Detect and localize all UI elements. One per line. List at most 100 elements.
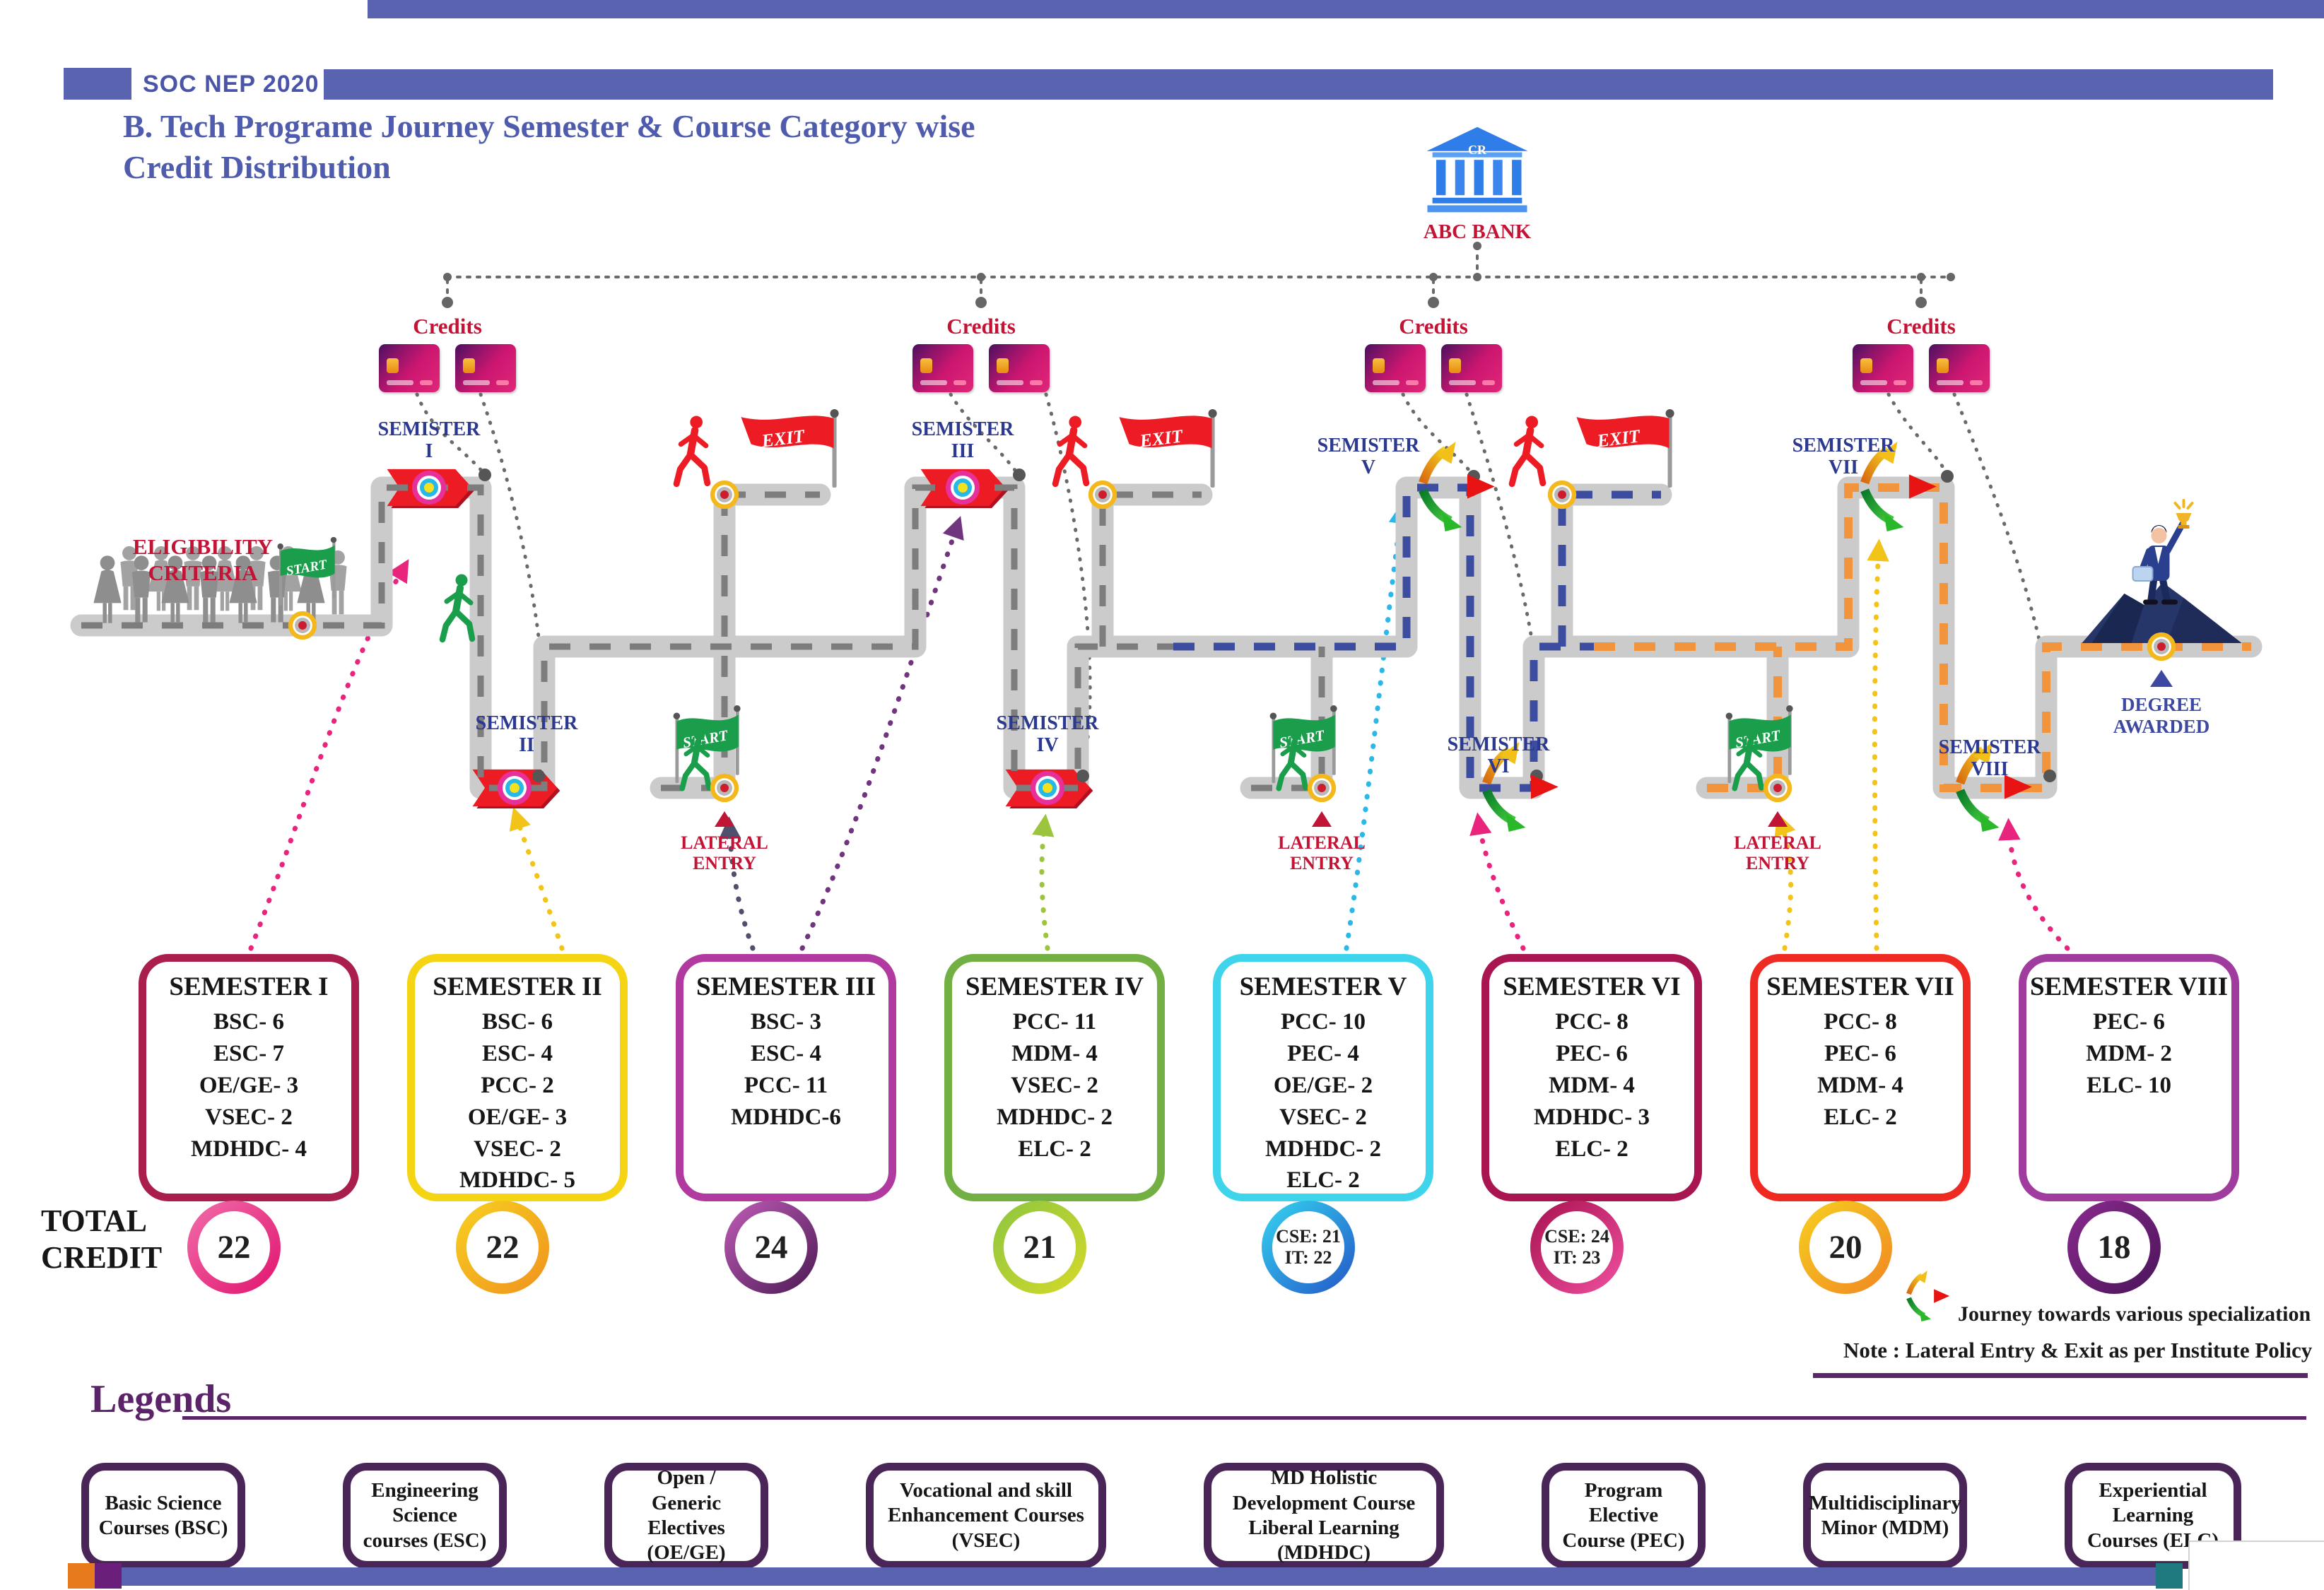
lateral-entry-2: START	[1269, 705, 1337, 827]
list-item: PCC- 11	[744, 1072, 828, 1098]
list-item: ELC- 2	[1555, 1136, 1628, 1162]
card-chip-icon	[1860, 358, 1872, 373]
list-item: MDM- 2	[2086, 1040, 2172, 1066]
card-chip-icon	[1937, 358, 1949, 373]
list-item: IT: 23	[1553, 1247, 1601, 1268]
list-item: PEC- 6	[2093, 1009, 2165, 1035]
list-item: ESC- 7	[213, 1040, 284, 1066]
total-circle-sem4: 21	[993, 1201, 1086, 1294]
total-circle-sem1: 22	[187, 1201, 281, 1294]
road-label-sem8: SEMISTER VIII	[1938, 736, 2041, 781]
list-item: VSEC- 2	[1279, 1104, 1367, 1130]
legend-oege: Open / Generic Electives (OE/GE)	[604, 1463, 768, 1569]
lateral-entry-label-3: LATERAL ENTRY	[1734, 832, 1821, 874]
total-circle-sem2: 22	[456, 1201, 549, 1294]
road-label-sem4: SEMISTER IV	[996, 712, 1099, 757]
lateral-entry-3: START	[1725, 705, 1793, 827]
semester-box-items: BSC- 6 ESC- 7 OE/GE- 3 VSEC- 2 MDHDC- 4	[146, 1006, 351, 1165]
list-item: MDHDC- 2	[1264, 1136, 1382, 1162]
note-divider	[1813, 1373, 2308, 1378]
list-item: BSC- 3	[751, 1009, 821, 1035]
credits-label-2: Credits	[946, 314, 1016, 338]
sem4-marker	[1031, 771, 1064, 805]
footer-square-teal	[2156, 1563, 2183, 1589]
credits-bus-dots	[442, 242, 1955, 308]
list-item: PEC- 4	[1287, 1040, 1359, 1066]
total-circle-sem7: 20	[1799, 1201, 1892, 1294]
semester-box-6: SEMESTER VI PCC- 8 PEC- 6 MDM- 4 MDHDC- 3 EL…	[1481, 954, 1702, 1201]
list-item: 22	[217, 1229, 251, 1266]
list-item: CSE: 21	[1276, 1226, 1341, 1247]
degree-mountain-icon	[2082, 500, 2242, 643]
list-item: PCC- 8	[1555, 1009, 1628, 1035]
road-label-sem5: SEMISTER V	[1317, 435, 1420, 479]
guide-arrows	[248, 501, 2070, 951]
semester-box-8: SEMESTER VIII PEC- 6 MDM- 2 ELC- 10	[2019, 954, 2239, 1201]
road-label-sem7: SEMISTER VII	[1792, 435, 1895, 479]
degree-pointer	[2150, 670, 2173, 687]
semester-box-5: SEMESTER V PCC- 10 PEC- 4 OE/GE- 2 VSEC- 2 M…	[1213, 954, 1433, 1201]
list-item: PCC- 11	[1012, 1009, 1097, 1035]
credits-label-4: Credits	[1886, 314, 1956, 338]
credit-card	[455, 344, 516, 392]
exit-point-1: EXIT	[676, 408, 839, 488]
list-item: 24	[754, 1229, 788, 1266]
credit-card	[1929, 344, 1990, 392]
semester-box-4: SEMESTER IV PCC- 11 MDM- 4 VSEC- 2 MDHDC- 2…	[944, 954, 1165, 1201]
total-circle-sem6: CSE: 24 IT: 23	[1530, 1201, 1624, 1294]
credit-card	[989, 344, 1050, 392]
semester-box-7: SEMESTER VII PCC- 8 PEC- 6 MDM- 4 ELC- 2	[1750, 954, 1971, 1201]
semester-box-items: BSC- 3 ESC- 4 PCC- 11 MDHDC-6	[683, 1006, 888, 1133]
semester-box-title: SEMESTER I	[169, 972, 329, 1001]
total-circle-sem8: 18	[2067, 1201, 2161, 1294]
degree-marker	[2147, 632, 2176, 661]
list-item: VSEC- 2	[205, 1104, 293, 1130]
list-item: PEC- 6	[1556, 1040, 1628, 1066]
credit-card	[1853, 344, 1913, 392]
header-bar	[324, 69, 2273, 100]
exit-flag-label: EXIT	[1138, 425, 1185, 451]
credit-card	[1365, 344, 1426, 392]
exit1-marker	[710, 480, 739, 510]
semester-box-2: SEMESTER II BSC- 6 ESC- 4 PCC- 2 OE/GE- 3 VS…	[407, 954, 628, 1201]
list-item: ELC- 2	[1286, 1167, 1360, 1194]
badge: SOC NEP 2020	[143, 71, 319, 98]
list-item: IT: 22	[1284, 1247, 1332, 1268]
semester-box-title: SEMESTER VI	[1503, 972, 1681, 1001]
list-item: PCC- 2	[481, 1072, 554, 1098]
bank-roof-label: CR	[1468, 143, 1487, 157]
corner-box	[2188, 1541, 2324, 1590]
legend-esc: Engineering Science courses (ESC)	[343, 1463, 507, 1569]
semester-box-items: BSC- 6 ESC- 4 PCC- 2 OE/GE- 3 VSEC- 2 MDHDC- …	[415, 1006, 620, 1196]
bank-icon	[1426, 126, 1528, 213]
footer-bar	[122, 1567, 2156, 1586]
eligibility-criteria-label: ELIGIBILITY CRITERIA	[132, 534, 274, 585]
page-title: B. Tech Programe Journey Semester & Cour…	[123, 106, 1183, 187]
list-item: ELC- 2	[1018, 1136, 1091, 1162]
top-strip	[368, 0, 2324, 18]
list-item: MDHDC- 5	[459, 1167, 576, 1194]
sem3-marker	[946, 471, 980, 505]
credits-label-1: Credits	[413, 314, 482, 338]
list-item: 20	[1829, 1229, 1862, 1266]
list-item: OE/GE- 3	[199, 1072, 299, 1098]
legends-divider	[182, 1416, 2306, 1420]
semester-box-title: SEMESTER II	[433, 972, 602, 1001]
exit3-marker	[1547, 480, 1577, 510]
exit-point-2: EXIT	[1055, 408, 1217, 488]
card-chip-icon	[463, 358, 475, 373]
semester-box-items: PEC- 6 MDM- 2 ELC- 10	[2026, 1006, 2231, 1102]
card-chip-icon	[920, 358, 932, 373]
card-chip-icon	[1373, 358, 1385, 373]
legend-pec: Program Elective Course (PEC)	[1542, 1463, 1706, 1569]
list-item: MDM- 4	[1549, 1072, 1635, 1098]
list-item: OE/GE- 3	[467, 1104, 568, 1130]
semester-box-1: SEMESTER I BSC- 6 ESC- 7 OE/GE- 3 VSEC- 2 MD…	[139, 954, 359, 1201]
list-item: ESC- 4	[482, 1040, 553, 1066]
lateral-entry-label-2: LATERAL ENTRY	[1278, 832, 1366, 874]
list-item: 21	[1023, 1229, 1057, 1266]
semester-box-title: SEMESTER VII	[1766, 972, 1954, 1001]
semester-box-items: PCC- 8 PEC- 6 MDM- 4 MDHDC- 3 ELC- 2	[1489, 1006, 1694, 1165]
badge-block	[64, 68, 131, 100]
